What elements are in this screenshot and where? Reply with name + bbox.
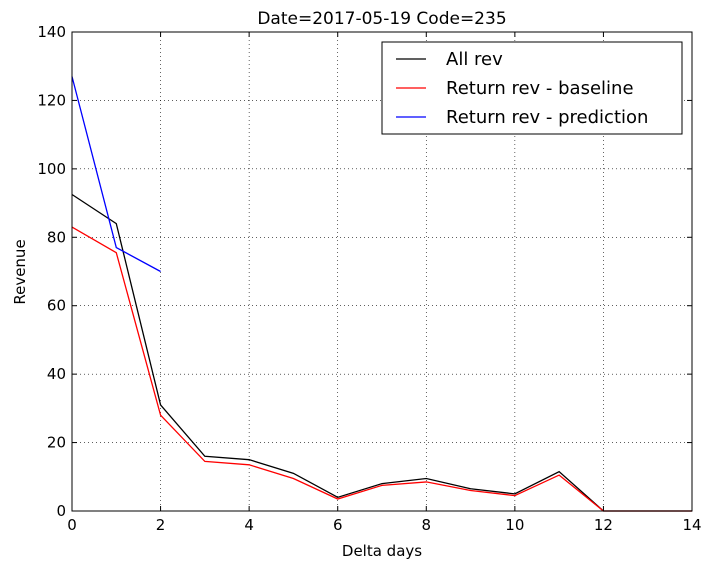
x-tick-label: 12 <box>594 516 613 534</box>
y-tick-label: 80 <box>47 228 66 246</box>
legend-box <box>381 41 683 135</box>
y-tick-label: 20 <box>47 434 66 452</box>
y-tick-label: 40 <box>47 365 66 383</box>
x-tick-label: 6 <box>333 516 343 534</box>
legend-label-1: Return rev - baseline <box>446 78 634 99</box>
y-tick-label: 100 <box>37 160 66 178</box>
series-line-0 <box>71 193 692 512</box>
series-line-1 <box>71 226 692 512</box>
y-axis-title: Revenue <box>11 239 29 304</box>
x-tick-label: 14 <box>682 516 701 534</box>
plot-area-frame <box>71 31 693 512</box>
y-tick-label: 0 <box>56 502 66 520</box>
legend: All rev Return rev - baseline Return rev -… <box>381 41 683 135</box>
y-tick-label: 60 <box>47 297 66 315</box>
chart-title: Date=2017-05-19 Code=235 <box>257 9 506 29</box>
legend-label-0: All rev <box>446 49 503 70</box>
x-tick-label: 8 <box>422 516 432 534</box>
x-tick-label: 2 <box>156 516 166 534</box>
series-lines <box>71 76 692 512</box>
series-line-2 <box>71 76 161 273</box>
legend-label-2: Return rev - prediction <box>446 107 648 128</box>
y-tick-label: 120 <box>37 91 66 109</box>
x-tick-label: 4 <box>244 516 254 534</box>
x-axis-title: Delta days <box>342 542 422 560</box>
x-tick-label: 10 <box>505 516 524 534</box>
y-tick-label: 140 <box>37 23 66 41</box>
x-tick-label: 0 <box>67 516 77 534</box>
